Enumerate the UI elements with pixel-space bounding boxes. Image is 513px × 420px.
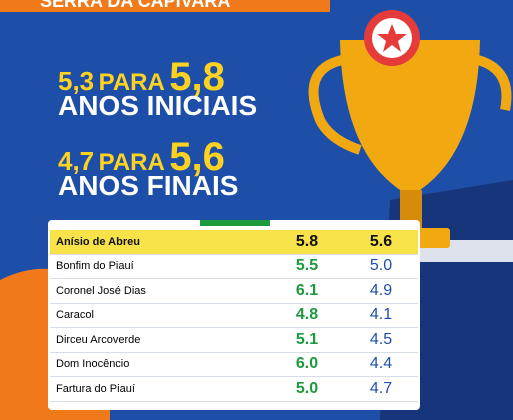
star bbox=[377, 24, 407, 52]
city: Anísio de Abreu bbox=[50, 230, 271, 255]
banner-title: SERRA DA CAPIVARA bbox=[40, 0, 231, 11]
word: PARA bbox=[98, 69, 165, 96]
trophy-cup bbox=[340, 40, 480, 190]
score: 5.8 bbox=[270, 230, 344, 255]
headline: 4,7 PARA 5,6 bbox=[58, 135, 225, 180]
city: Fartura do Piauí bbox=[50, 376, 271, 402]
score: 5.0 bbox=[270, 376, 344, 402]
table: Anísio de Abreu 5.8 5.6 Bonfim do Piauí 5.5 5… bbox=[50, 230, 418, 402]
city: Dom Inocêncio bbox=[50, 352, 271, 377]
score: 4.7 bbox=[344, 376, 418, 402]
banner bbox=[0, 0, 330, 12]
score: 4.8 bbox=[270, 303, 344, 328]
score: 4.9 bbox=[344, 278, 418, 304]
from-value: 5,3 bbox=[58, 66, 95, 96]
table-row: Caracol 4.8 4.1 bbox=[50, 303, 418, 328]
headline: 5,3 PARA 5,8 bbox=[58, 55, 225, 100]
city: Caracol bbox=[50, 303, 271, 328]
table-row: Anísio de Abreu 5.8 5.6 bbox=[50, 230, 418, 255]
trophy-handle bbox=[476, 55, 512, 111]
table-row: Fartura do Piauí 5.0 4.7 bbox=[50, 376, 418, 402]
score: 6.0 bbox=[270, 352, 344, 377]
to-value: 5,6 bbox=[169, 135, 225, 179]
city: Bonfim do Piauí bbox=[50, 254, 271, 279]
score: 4.1 bbox=[344, 303, 418, 328]
table-row: Dirceu Arcoverde 5.1 4.5 bbox=[50, 327, 418, 353]
table-row: Coronel José Dias 6.1 4.9 bbox=[50, 278, 418, 304]
score: 5.6 bbox=[344, 230, 418, 255]
headline-label: ANOS INICIAIS bbox=[58, 90, 258, 121]
table-row: Bonfim do Piauí 5.5 5.0 bbox=[50, 254, 418, 279]
score: 6.1 bbox=[270, 278, 344, 304]
score: 4.5 bbox=[344, 327, 418, 353]
to-value: 5,8 bbox=[169, 55, 225, 99]
score: 5.1 bbox=[270, 327, 344, 353]
trophy-handle bbox=[308, 55, 362, 155]
from-value: 4,7 bbox=[58, 146, 95, 176]
score: 5.0 bbox=[344, 254, 418, 279]
tab bbox=[200, 220, 270, 226]
headline-label: ANOS FINAIS bbox=[58, 170, 239, 201]
word: PARA bbox=[98, 149, 165, 176]
city: Coronel José Dias bbox=[50, 278, 271, 304]
score: 5.5 bbox=[270, 254, 344, 279]
city: Dirceu Arcoverde bbox=[50, 327, 271, 353]
table-row: Dom Inocêncio 6.0 4.4 bbox=[50, 352, 418, 377]
score: 4.4 bbox=[344, 352, 418, 377]
